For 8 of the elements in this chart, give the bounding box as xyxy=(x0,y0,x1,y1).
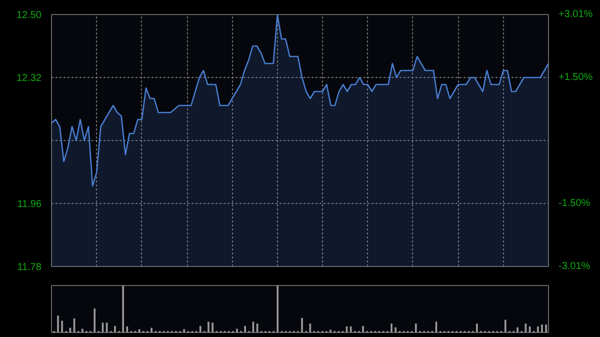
y-tick-label: 12.50 xyxy=(16,10,42,21)
y2-tick-label: -3.01% xyxy=(558,261,590,272)
y-tick-label: 11.78 xyxy=(17,262,42,273)
y2-tick-label: +1.50% xyxy=(558,72,593,84)
y-tick-label: 11.96 xyxy=(17,199,42,210)
y-tick-label: 12.32 xyxy=(16,73,42,84)
y2-tick-label: -1.50% xyxy=(558,198,590,209)
y2-tick-label: +3.01% xyxy=(558,9,593,20)
